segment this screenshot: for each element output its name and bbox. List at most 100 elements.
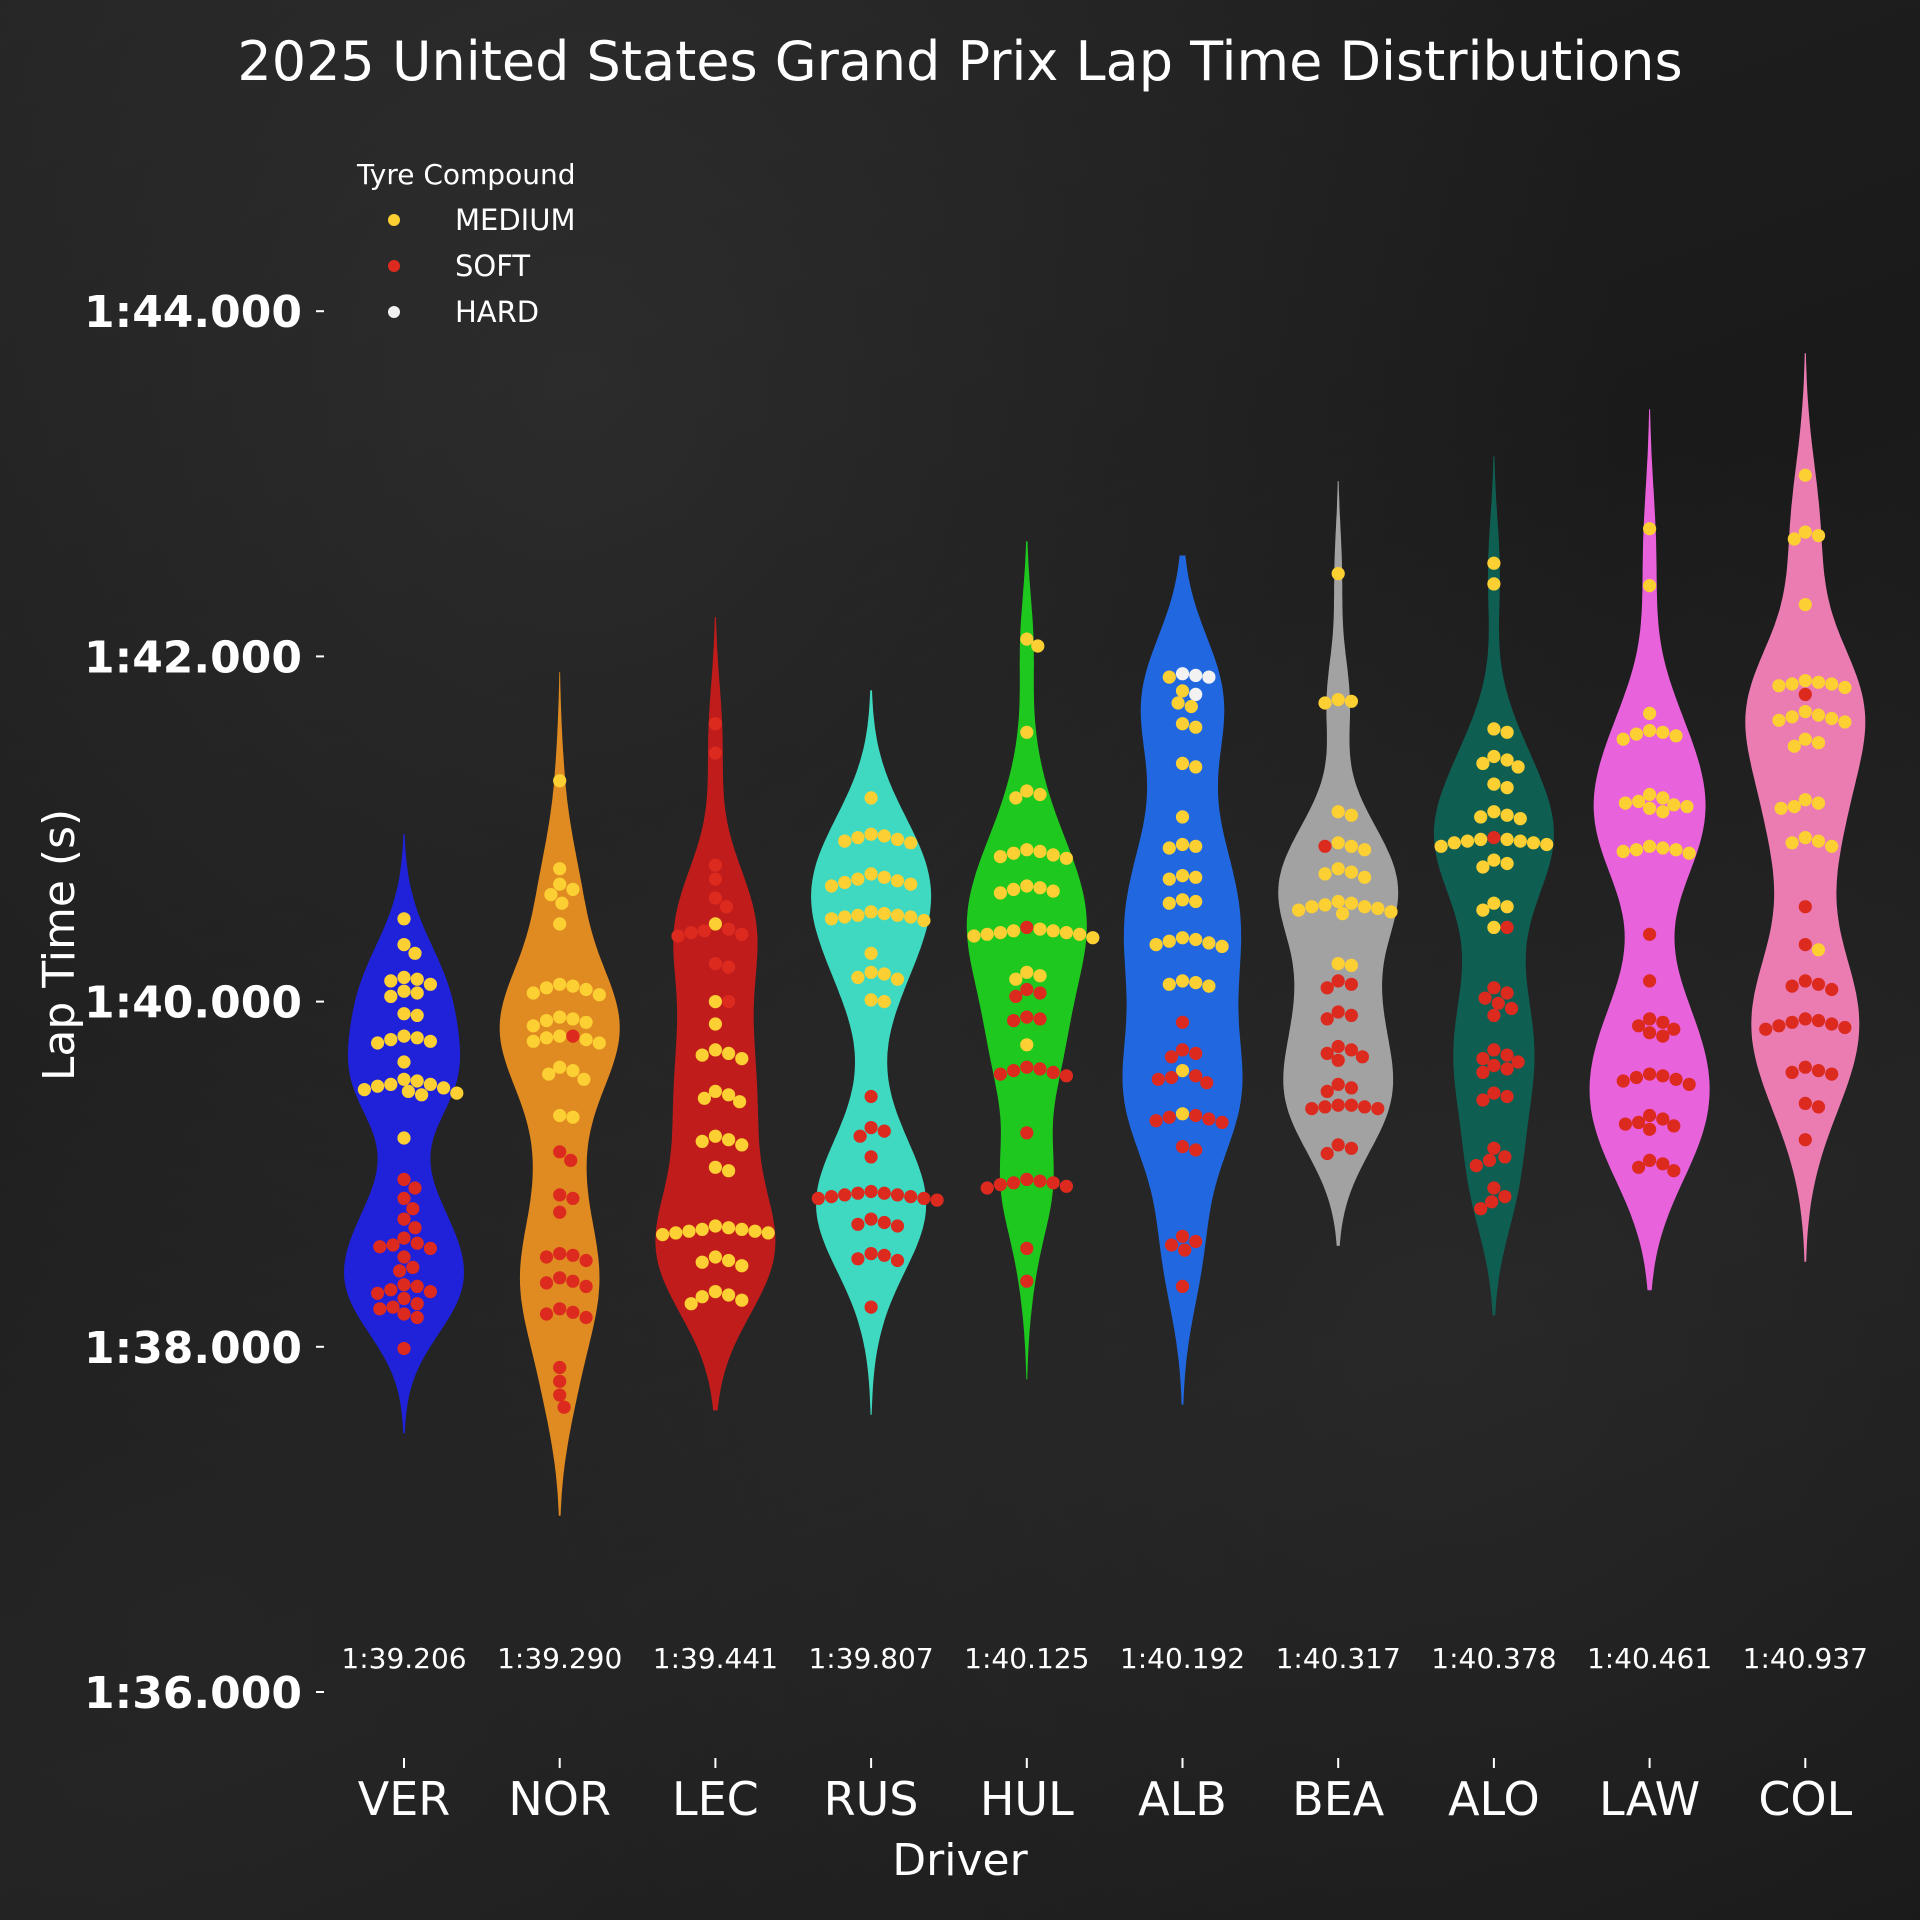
lap-point-soft xyxy=(1476,1052,1490,1066)
lap-point-medium xyxy=(1772,713,1786,727)
lap-point-soft xyxy=(1344,1098,1358,1112)
violin-alo xyxy=(1433,456,1554,1316)
lap-point-soft xyxy=(1511,1055,1525,1069)
y-tick-label: 1:44.000 xyxy=(84,287,302,338)
lap-point-medium xyxy=(1772,679,1786,693)
lap-point-soft xyxy=(1059,1179,1073,1193)
lap-point-medium xyxy=(1656,791,1670,805)
violin-hul xyxy=(966,541,1100,1380)
lap-point-soft xyxy=(890,1219,905,1233)
lap-point-soft xyxy=(1200,1076,1214,1090)
lap-point-medium xyxy=(1175,684,1190,698)
lap-point-soft xyxy=(566,1305,580,1319)
lap-point-soft xyxy=(1798,1133,1812,1147)
lap-point-hard xyxy=(1175,667,1190,681)
lap-point-soft xyxy=(1009,989,1023,1004)
lap-point-medium xyxy=(1162,977,1176,991)
lap-point-soft xyxy=(1798,1060,1812,1074)
lap-point-medium xyxy=(526,986,540,1000)
lap-point-soft xyxy=(1616,1074,1630,1088)
lap-point-medium xyxy=(993,926,1008,940)
lap-point-medium xyxy=(1680,800,1694,814)
lap-point-medium xyxy=(1487,853,1501,867)
lap-point-soft xyxy=(1020,982,1034,997)
lap-point-medium xyxy=(722,1288,736,1302)
lap-point-medium xyxy=(864,905,878,919)
lap-point-soft xyxy=(1643,1067,1657,1081)
lap-point-soft xyxy=(1667,1119,1681,1133)
lap-point-medium xyxy=(1318,898,1332,912)
lap-point-medium xyxy=(410,972,424,986)
lap-point-medium xyxy=(1358,870,1372,884)
lap-point-medium xyxy=(708,1219,723,1233)
lap-point-soft xyxy=(1164,1070,1179,1085)
lap-point-medium xyxy=(695,1290,709,1304)
lap-point-medium xyxy=(1189,839,1203,853)
violin-body xyxy=(655,617,776,1411)
lap-point-soft xyxy=(1643,1012,1657,1026)
lap-point-medium xyxy=(539,981,554,995)
lap-point-medium xyxy=(1785,710,1799,724)
lap-point-soft xyxy=(877,1215,891,1230)
lap-point-medium xyxy=(1825,711,1839,726)
lap-point-soft xyxy=(371,1286,385,1300)
violin-body xyxy=(966,541,1087,1380)
y-tick-label: 1:40.000 xyxy=(84,978,302,1029)
lap-point-medium xyxy=(1487,749,1501,764)
median-label-lec: 1:39.441 xyxy=(653,1642,778,1675)
lap-point-medium xyxy=(384,1033,398,1047)
lap-point-soft xyxy=(708,957,723,971)
lap-point-medium xyxy=(577,1072,591,1086)
lap-point-soft xyxy=(1476,1093,1490,1107)
lap-point-medium xyxy=(1175,1064,1190,1078)
lap-point-soft xyxy=(708,746,723,760)
lap-point-soft xyxy=(1487,1043,1501,1057)
violin-body xyxy=(1433,456,1554,1316)
lap-point-medium xyxy=(1189,932,1203,947)
lap-point-soft xyxy=(864,1300,878,1314)
violin-nor xyxy=(499,672,620,1516)
lap-point-medium xyxy=(1020,879,1034,893)
lap-point-soft xyxy=(864,1212,878,1226)
lap-point-medium xyxy=(1434,839,1448,853)
lap-point-soft xyxy=(553,1188,567,1202)
lap-point-soft xyxy=(1189,1108,1203,1123)
lap-point-medium xyxy=(1318,867,1332,881)
median-label-alo: 1:40.378 xyxy=(1431,1642,1556,1675)
lap-point-medium xyxy=(864,867,878,881)
legend-label: MEDIUM xyxy=(455,203,575,237)
lap-point-medium xyxy=(851,970,865,985)
lap-point-soft xyxy=(1643,974,1657,988)
lap-point-soft xyxy=(890,1188,905,1202)
lap-point-medium xyxy=(1513,812,1527,826)
median-label-ver: 1:39.206 xyxy=(341,1642,466,1675)
lap-point-medium xyxy=(1344,865,1358,879)
lap-point-medium xyxy=(1344,958,1358,973)
lap-point-soft xyxy=(1656,1015,1670,1029)
lap-point-soft xyxy=(708,717,723,731)
lap-point-medium xyxy=(1344,694,1358,708)
x-tick-label: LEC xyxy=(672,1772,759,1826)
chart-title: 2025 United States Grand Prix Lap Time D… xyxy=(237,30,1682,93)
lap-point-soft xyxy=(1632,1019,1646,1033)
lap-point-soft xyxy=(1020,1172,1034,1186)
lap-point-medium xyxy=(1033,844,1047,859)
lap-point-medium xyxy=(890,874,905,888)
lap-point-soft xyxy=(1474,1202,1488,1216)
lap-point-soft xyxy=(1020,1274,1034,1288)
lap-point-medium xyxy=(864,993,878,1007)
lap-point-medium xyxy=(877,870,891,884)
x-tick-label: BEA xyxy=(1292,1772,1385,1826)
lap-point-medium xyxy=(1009,972,1023,986)
legend-label: HARD xyxy=(455,295,539,329)
legend-marker-hard xyxy=(388,306,400,318)
x-axis: 1:39.206 VER 1:39.290 NOR 1:39.441 LEC 1:39.80… xyxy=(341,1642,1868,1826)
lap-point-soft xyxy=(1798,1096,1812,1110)
lap-point-soft xyxy=(1320,981,1334,995)
lap-point-medium xyxy=(1033,881,1047,895)
lap-point-soft xyxy=(1498,1190,1512,1204)
lap-point-soft xyxy=(553,1247,567,1261)
lap-point-soft xyxy=(1811,1100,1826,1114)
lap-point-medium xyxy=(1838,715,1852,729)
median-label-nor: 1:39.290 xyxy=(497,1642,622,1675)
